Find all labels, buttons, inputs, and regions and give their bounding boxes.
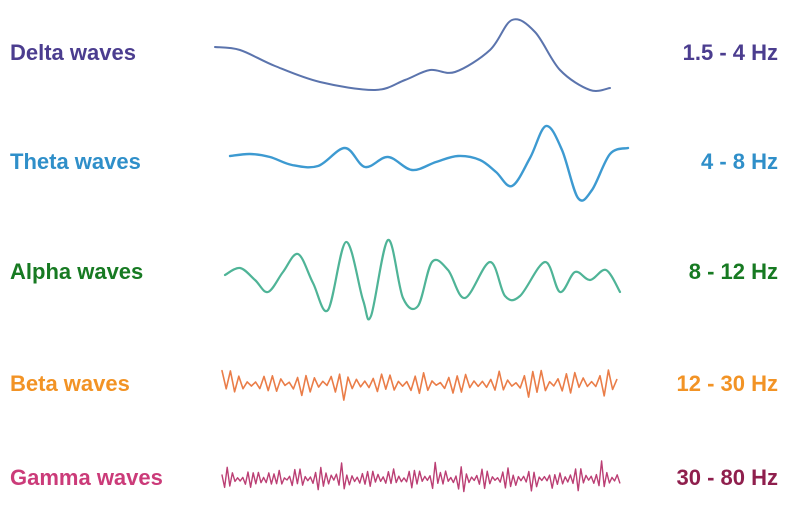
delta-label: Delta waves — [10, 40, 136, 65]
alpha-frequency: 8 - 12 Hz — [688, 259, 778, 284]
alpha-label: Alpha waves — [10, 259, 144, 284]
alpha-waveform — [223, 238, 622, 321]
delta-frequency: 1.5 - 4 Hz — [682, 40, 778, 65]
delta-waveform — [214, 18, 611, 92]
gamma-waveform — [221, 460, 621, 493]
theta-frequency: 4 - 8 Hz — [700, 149, 778, 174]
gamma-frequency: 30 - 80 Hz — [676, 465, 779, 490]
gamma-label: Gamma waves — [10, 465, 163, 490]
theta-label: Theta waves — [10, 149, 141, 174]
theta-waveform — [228, 124, 630, 202]
beta-waveform — [221, 369, 618, 401]
beta-frequency: 12 - 30 Hz — [676, 371, 779, 396]
beta-label: Beta waves — [10, 371, 130, 396]
